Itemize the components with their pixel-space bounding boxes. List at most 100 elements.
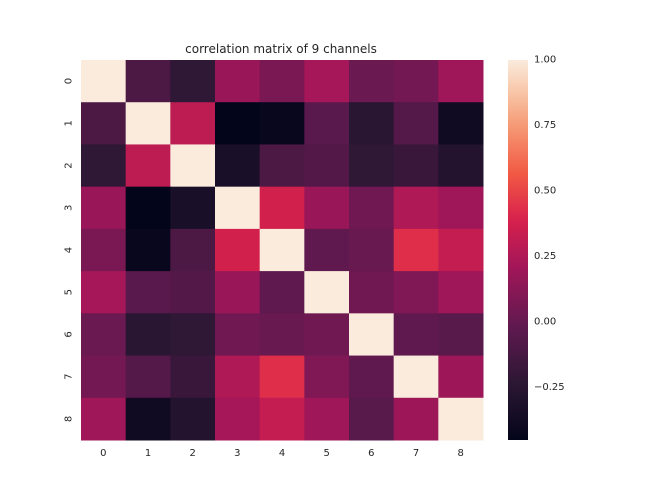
heatmap-cell-8-5	[304, 397, 350, 441]
heatmap-cell-5-5	[304, 271, 350, 314]
heatmap-cell-3-2	[170, 186, 216, 230]
y-tick-label: 2	[63, 162, 74, 168]
colorbar-tick-label: 0.50	[534, 186, 556, 197]
heatmap-cell-1-6	[349, 102, 395, 145]
y-tick-label: 4	[64, 247, 75, 253]
heatmap-cell-4-2	[170, 228, 216, 272]
colorbar-tick-label: 0.75	[534, 120, 556, 131]
heatmap-cell-6-7	[393, 313, 439, 357]
heatmap-cell-2-7	[393, 144, 439, 188]
heatmap-cell-3-3	[215, 186, 261, 230]
y-tick-label: 5	[64, 289, 75, 295]
heatmap-cell-7-0	[81, 355, 127, 399]
heatmap-cell-4-3	[215, 228, 261, 272]
colorbar	[508, 60, 528, 440]
heatmap-cell-8-0	[81, 397, 127, 441]
heatmap-cell-8-4	[259, 397, 305, 441]
heatmap-cell-3-5	[304, 186, 350, 230]
heatmap-cell-3-0	[81, 186, 127, 230]
heatmap-cell-1-1	[125, 102, 171, 145]
heatmap-cell-0-5	[304, 60, 350, 103]
heatmap-cell-3-4	[259, 186, 305, 230]
heatmap-cell-8-8	[438, 397, 484, 441]
heatmap-cell-3-6	[349, 186, 395, 230]
heatmap-cell-5-0	[81, 271, 127, 314]
heatmap-cell-7-2	[170, 355, 216, 399]
heatmap-cell-7-5	[304, 355, 350, 399]
heatmap-cell-4-0	[81, 228, 127, 272]
colorbar-tick-label: 0.25	[534, 251, 556, 262]
heatmap-cell-3-7	[393, 186, 439, 230]
heatmap-cell-6-0	[81, 313, 127, 357]
y-tick-label: 3	[63, 205, 74, 211]
heatmap-cell-7-4	[259, 355, 305, 399]
heatmap-cell-1-5	[304, 102, 350, 145]
heatmap-cell-2-6	[349, 144, 395, 188]
x-tick-label: 2	[189, 448, 195, 459]
heatmap-cell-1-0	[81, 102, 127, 145]
heatmap-cell-1-8	[438, 102, 484, 145]
heatmap-cell-7-7	[393, 355, 439, 399]
heatmap-cell-0-8	[438, 60, 484, 103]
heatmap-cell-5-1	[125, 271, 171, 314]
heatmap-cell-4-4	[259, 228, 305, 272]
heatmap-cell-7-1	[125, 355, 171, 399]
x-tick-label: 8	[457, 448, 463, 459]
x-tick-label: 4	[279, 448, 285, 459]
chart-title: correlation matrix of 9 channels	[185, 42, 377, 56]
heatmap-cell-6-8	[438, 313, 484, 357]
heatmap-cell-2-5	[304, 144, 350, 188]
x-axis: 0 1 2 3 4 5 6 7 8	[100, 448, 464, 459]
y-tick-label: 7	[63, 373, 74, 379]
heatmap-cell-2-8	[438, 144, 484, 188]
heatmap-cell-6-2	[170, 313, 216, 357]
y-tick-label: 0	[64, 78, 75, 84]
heatmap-cell-3-1	[125, 186, 171, 230]
heatmap-cell-1-3	[215, 102, 261, 145]
heatmap-cell-2-2	[170, 144, 216, 188]
heatmap-cell-6-4	[259, 313, 305, 357]
heatmap-cell-7-6	[349, 355, 395, 399]
heatmap-cell-0-3	[215, 60, 261, 103]
heatmap-cell-6-3	[215, 313, 261, 357]
heatmap-cell-6-1	[125, 313, 171, 357]
y-axis: 0 1 2 3 4 5 6 7 8	[63, 78, 74, 422]
x-tick-label: 6	[368, 448, 374, 459]
colorbar-ticks: 1.00 0.75 0.50 0.25 0.00 −0.25	[534, 55, 565, 394]
x-tick-label: 1	[145, 448, 151, 459]
heatmap-cell-4-1	[125, 228, 171, 272]
y-tick-label: 8	[63, 416, 74, 422]
heatmap-cell-5-3	[215, 271, 261, 314]
heatmap-cell-5-2	[170, 271, 216, 314]
heatmap-cell-8-6	[349, 397, 395, 441]
heatmap-cell-7-3	[215, 355, 261, 399]
heatmap-cell-4-8	[438, 228, 484, 272]
heatmap-cell-8-7	[393, 397, 439, 441]
heatmap-cell-0-2	[170, 60, 216, 103]
x-tick-label: 3	[234, 448, 240, 459]
heatmap-cell-4-5	[304, 228, 350, 272]
heatmap-cell-0-4	[259, 60, 305, 103]
heatmap-cell-4-6	[349, 228, 395, 272]
heatmap-cell-1-4	[259, 102, 305, 145]
heatmap-cell-2-3	[215, 144, 261, 188]
heatmap-cell-0-7	[393, 60, 439, 103]
heatmap-cell-6-6	[349, 313, 395, 357]
heatmap-cell-5-6	[349, 271, 395, 314]
heatmap-cell-8-1	[125, 397, 171, 441]
heatmap-cell-8-2	[170, 397, 216, 441]
heatmap-cell-1-7	[393, 102, 439, 145]
heatmap-cell-2-0	[81, 144, 127, 188]
y-tick-label: 6	[64, 331, 75, 337]
heatmap-cells	[81, 60, 484, 441]
heatmap-cell-8-3	[215, 397, 261, 441]
heatmap-cell-0-6	[349, 60, 395, 103]
heatmap-cell-0-1	[125, 60, 171, 103]
y-tick-label: 1	[64, 120, 75, 126]
colorbar-tick-label: 1.00	[534, 55, 556, 66]
heatmap-cell-6-5	[304, 313, 350, 357]
heatmap-cell-2-4	[259, 144, 305, 188]
colorbar-tick-label: 0.00	[534, 317, 556, 328]
x-tick-label: 0	[100, 448, 106, 459]
